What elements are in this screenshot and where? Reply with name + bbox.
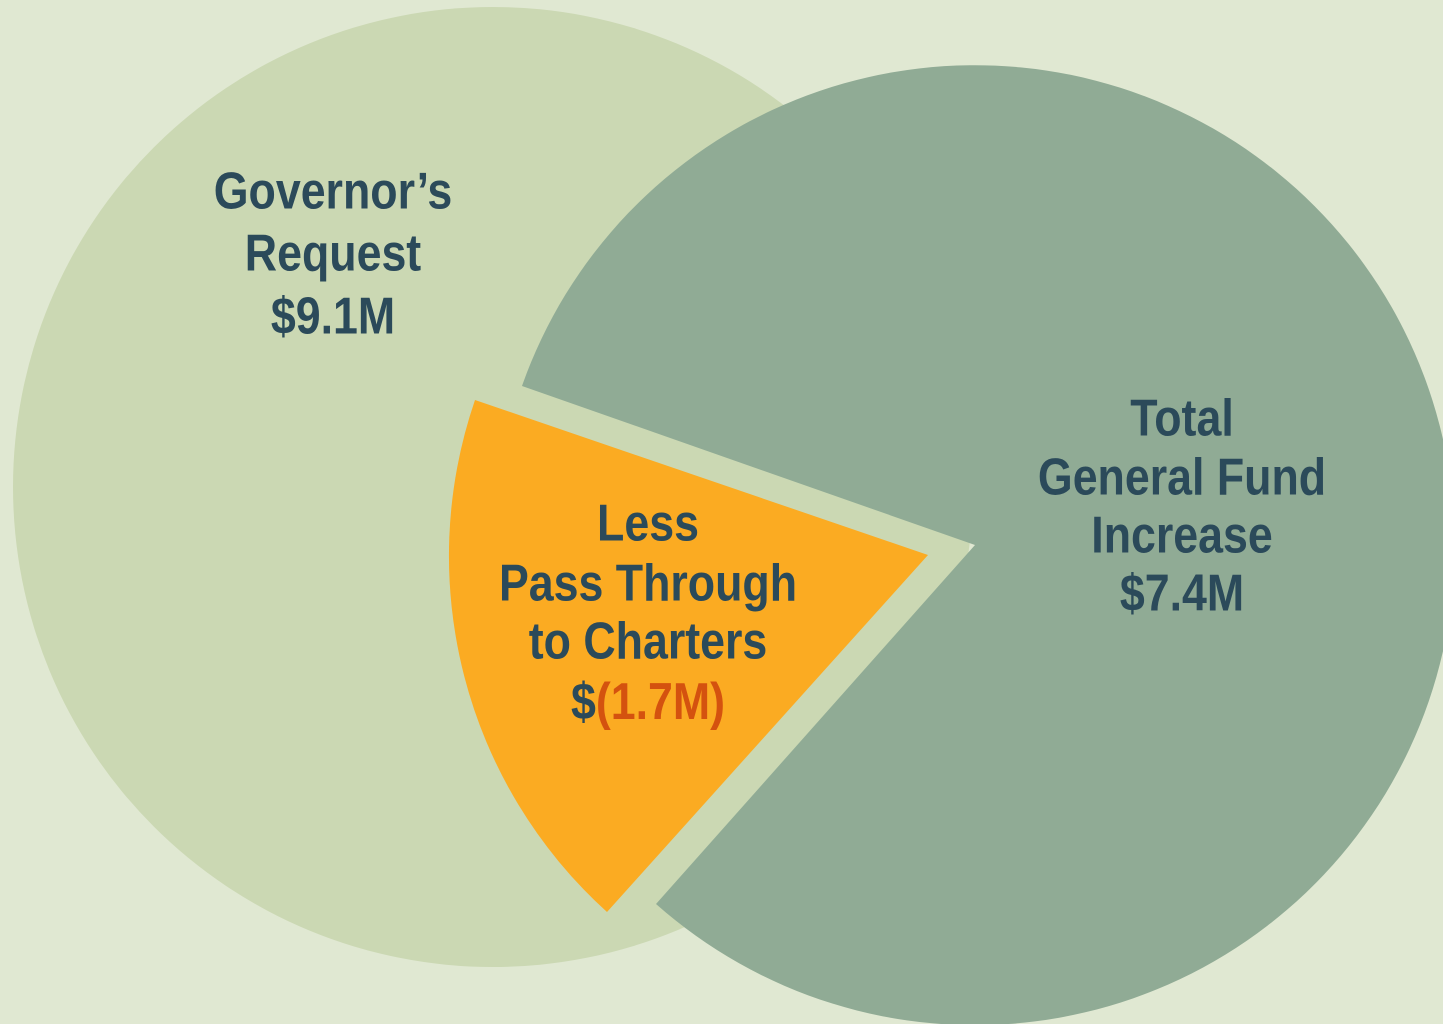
label-line: Total <box>1130 390 1233 448</box>
governor-label: Governor’s Request $9.1M <box>214 163 453 346</box>
label-line: Pass Through <box>499 555 797 613</box>
label-line: Increase <box>1091 507 1272 565</box>
label-value: $(1.7M) <box>571 673 725 731</box>
total-label: Total General Fund Increase $7.4M <box>1038 390 1326 623</box>
label-value: $7.4M <box>1120 565 1244 623</box>
wedge-label: Less Pass Through to Charters $(1.7M) <box>499 495 797 731</box>
label-line: Request <box>245 225 421 283</box>
label-value: $9.1M <box>271 288 395 346</box>
label-line: Governor’s <box>214 163 453 221</box>
total-circle <box>522 65 1443 1024</box>
label-line: Less <box>597 495 699 553</box>
label-line: to Charters <box>529 613 767 671</box>
value-prefix: $ <box>571 673 596 731</box>
label-line: General Fund <box>1038 449 1326 507</box>
value-negative: (1.7M) <box>596 673 725 731</box>
charter-wedge <box>448 400 928 912</box>
